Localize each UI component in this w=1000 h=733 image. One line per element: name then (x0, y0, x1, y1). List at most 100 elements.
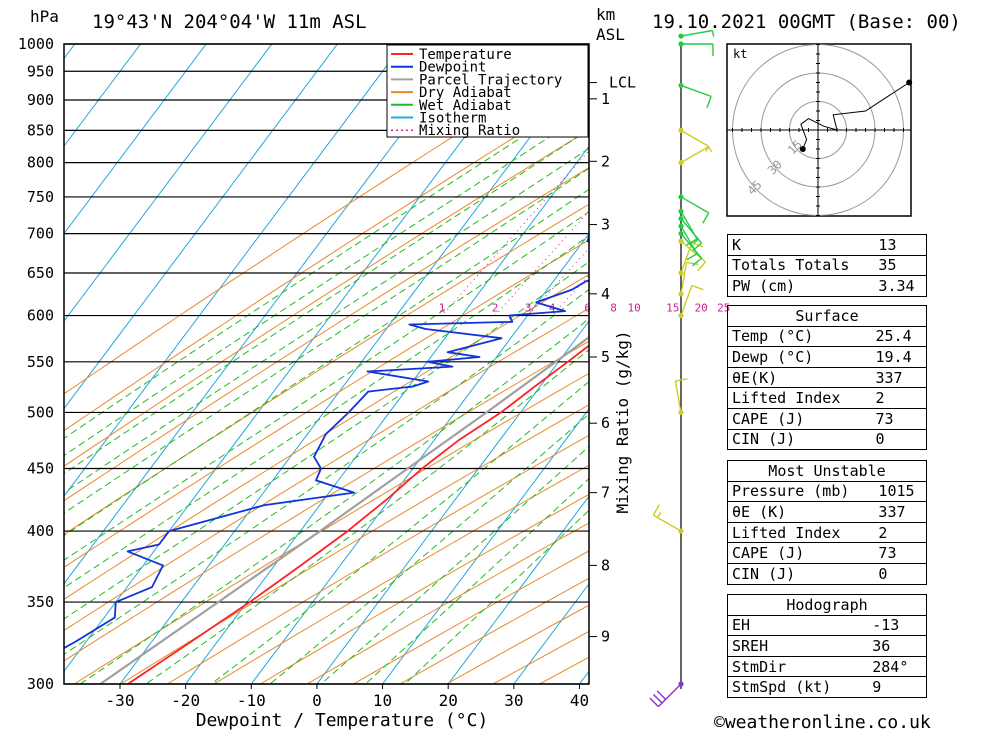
hodo-value: -13 (868, 614, 928, 637)
wind-level-dot (678, 82, 684, 89)
pressure-tick-label: 400 (27, 522, 54, 540)
wet-adiabat-line (365, 477, 589, 684)
wind-barb (678, 230, 703, 267)
hodograph-table: Hodograph EH -13 SREH 36 StmDir 284° StmSpd… (727, 594, 928, 698)
wind-barb-staff (680, 242, 693, 274)
surface-label: Temp (°C) (727, 325, 872, 348)
legend-label: Temperature (419, 47, 512, 63)
dry-adiabat-line (64, 307, 589, 631)
legend-label: Dry Adiabat (419, 85, 512, 101)
mixing-ratio-value-label: 2 (492, 302, 499, 315)
mixing-ratio-line (494, 210, 589, 316)
mixing-ratio-value-label: 8 (610, 302, 617, 315)
legend-label: Isotherm (419, 111, 486, 127)
wind-barb-flag (691, 242, 703, 252)
temperature-profile-line (127, 344, 589, 684)
wind-barb (678, 284, 704, 319)
wind-barb-flag (686, 253, 698, 261)
wind-level-dot (678, 409, 684, 416)
legend-label: Dewpoint (419, 60, 486, 76)
wind-level-dot (678, 291, 684, 297)
x-axis-title: Dewpoint / Temperature (°C) (196, 710, 489, 731)
pressure-tick-label: 550 (27, 353, 54, 371)
wind-level-dot (678, 160, 684, 166)
pressure-tick-label: 800 (27, 154, 54, 172)
wind-level-dot (678, 270, 684, 276)
mu-label: Pressure (mb) (727, 480, 875, 503)
isotherm-line (513, 582, 589, 684)
wind-barb-staff (680, 145, 710, 164)
hodo-value: 9 (868, 676, 928, 698)
wind-barb (652, 504, 684, 534)
pressure-tick-label: 950 (27, 62, 54, 80)
isotherm-line (316, 320, 589, 684)
plot-axes: -30 -20 -10 0 10 20 30 40 1 2 3 4 5 6 7 8 9 LCL (63, 43, 636, 710)
plot-frame (63, 43, 590, 685)
wind-barb (678, 29, 715, 39)
pressure-tick-label: 1000 (18, 35, 54, 53)
most-unstable-table: Most Unstable Pressure (mb) 1015 θE (K) 33… (727, 460, 928, 585)
index-value: 13 (874, 234, 928, 256)
wind-barb-flag (691, 284, 704, 291)
indices-row-totals: Totals Totals 35 (727, 254, 928, 277)
temperature-tick-label: -10 (237, 691, 266, 710)
wind-level-dot (678, 238, 684, 244)
wind-barb (678, 41, 714, 56)
isotherm-line (447, 495, 589, 684)
wind-barb-staff (680, 262, 688, 294)
height-tick-label: 3 (601, 216, 610, 234)
copyright-footer: ©weatheronline.co.uk (714, 712, 931, 733)
wind-barb-column (649, 29, 715, 708)
wind-barb-staff (680, 29, 713, 37)
wind-barb-flag (705, 146, 710, 152)
temperature-tick-label: 10 (373, 691, 392, 710)
wind-barb-flag (652, 504, 660, 516)
wind-barb-staff (680, 285, 693, 316)
height-unit-label: km (596, 5, 615, 24)
pressure-tick-label: 450 (27, 459, 54, 477)
surface-label: θE(K) (727, 366, 872, 389)
surface-value: 73 (871, 407, 927, 430)
wind-level-dot (678, 223, 684, 229)
hodo-label: StmDir (727, 655, 869, 678)
wind-level-dot (678, 41, 684, 47)
run-timestamp: 19.10.2021 00GMT (Base: 00) (652, 11, 961, 33)
wet-adiabat-line (210, 380, 589, 684)
wind-barb-staff (680, 129, 710, 148)
dry-adiabat-line (166, 434, 589, 684)
temperature-tick-label: -20 (171, 691, 200, 710)
isotherm-line (381, 407, 589, 684)
wind-barb-staff (652, 514, 682, 532)
surface-value: 337 (871, 366, 927, 389)
dry-adiabat-line (64, 203, 589, 536)
mu-value: 2 (874, 521, 928, 544)
wind-barb (678, 82, 712, 108)
surface-label: CAPE (J) (727, 407, 872, 430)
isotherm-line (64, 44, 404, 497)
height-tick-label: 4 (601, 285, 610, 303)
wind-barb-flag (708, 146, 713, 153)
surface-value: 19.4 (871, 346, 927, 368)
wind-level-dot (678, 127, 684, 133)
hodograph-title: Hodograph (727, 594, 927, 616)
wind-barb (678, 145, 713, 166)
pressure-tick-label: 850 (27, 121, 54, 139)
wind-barb-flag (697, 261, 707, 272)
wind-barb-flag (706, 96, 712, 108)
isotherm-line (64, 44, 273, 322)
height-tick-label: 6 (601, 414, 610, 432)
wet-adiabat-line (64, 211, 589, 561)
hodo-value: 36 (868, 635, 928, 657)
wind-level-dot (678, 681, 684, 687)
wet-adiabat-line (64, 288, 589, 655)
wind-level-dot (678, 312, 684, 319)
dry-adiabat-line (64, 274, 589, 600)
wind-level-dot (678, 194, 684, 200)
dry-adiabat-line (119, 404, 589, 684)
wind-barb-flag (691, 257, 703, 267)
surface-title: Surface (727, 305, 927, 327)
isotherm-line (64, 44, 142, 147)
wind-barb (649, 681, 684, 708)
